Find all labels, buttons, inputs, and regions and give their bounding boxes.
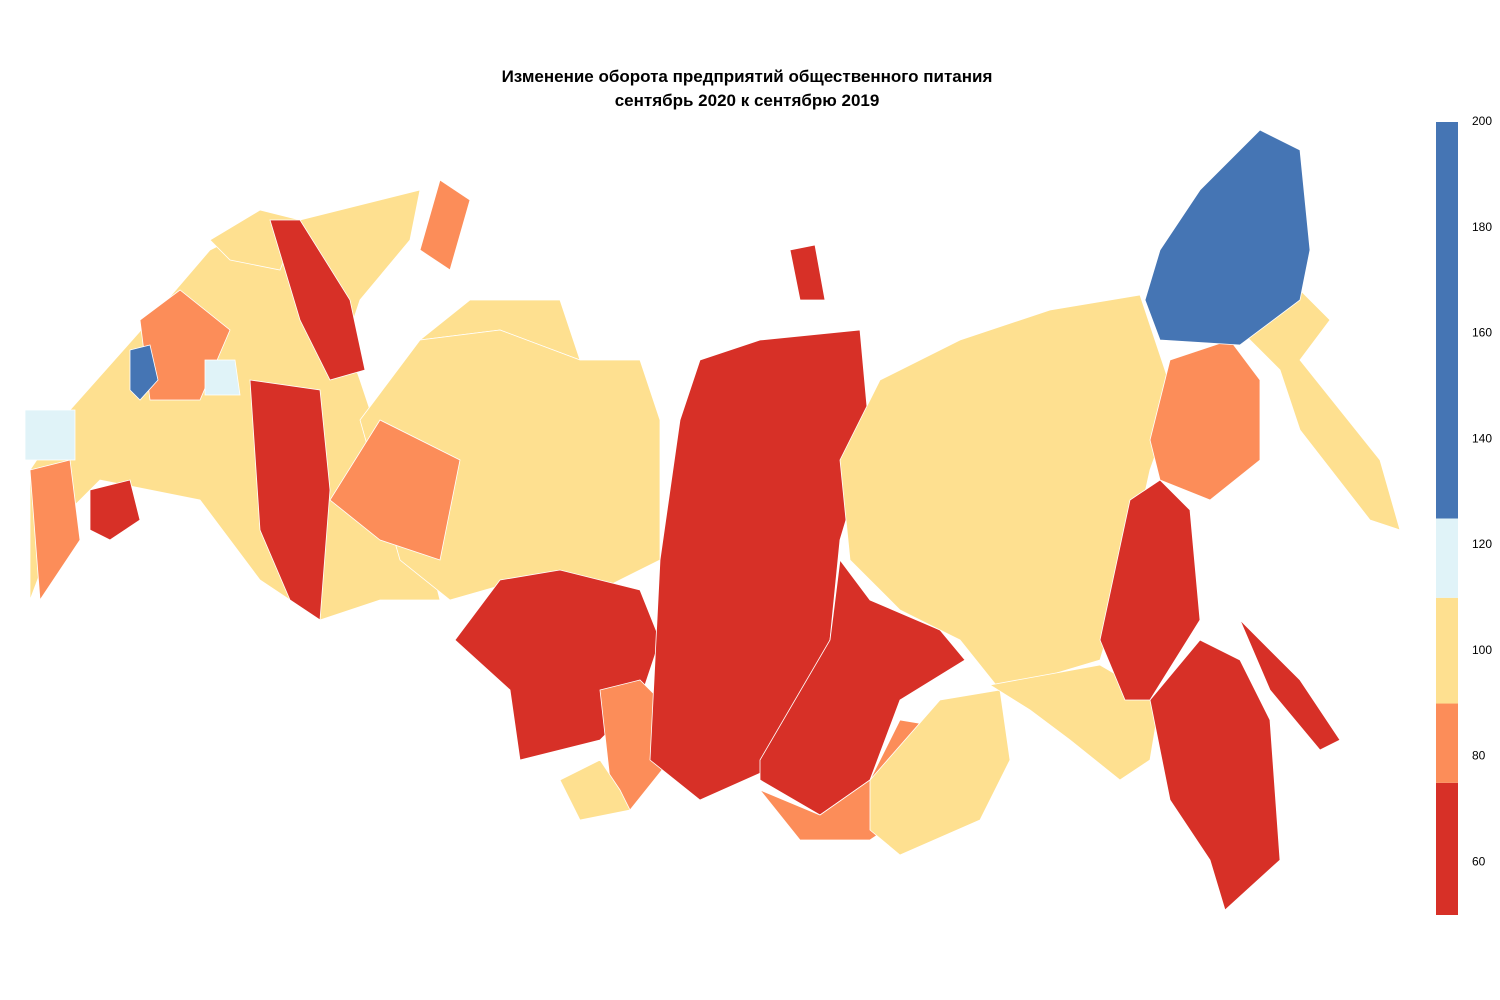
legend-band [1436, 782, 1458, 915]
region [29, 459, 81, 602]
region [419, 179, 471, 271]
region [759, 558, 966, 816]
region [89, 479, 141, 541]
legend-tick-label: 200 [1472, 114, 1492, 128]
legend-tick-label: 160 [1472, 326, 1492, 340]
region [1099, 479, 1201, 701]
title-line: Изменение оборота предприятий общественн… [502, 67, 993, 86]
title-line: сентябрь 2020 к сентябрю 2019 [615, 91, 880, 110]
region [1149, 639, 1281, 911]
legend-tick-label: 60 [1472, 854, 1486, 868]
region [559, 759, 631, 821]
region [129, 344, 159, 401]
region [1149, 339, 1261, 501]
region [24, 409, 76, 461]
legend: 60 80 100 120 140 160 180 200 [1436, 114, 1492, 915]
region [204, 359, 241, 396]
region [1144, 129, 1311, 346]
legend-band [1436, 122, 1458, 519]
region [329, 419, 461, 561]
legend-band [1436, 597, 1458, 704]
region [249, 379, 331, 621]
region [269, 219, 366, 381]
legend-tick-label: 180 [1472, 220, 1492, 234]
legend-tick-label: 120 [1472, 537, 1492, 551]
legend-tick-label: 100 [1472, 643, 1492, 657]
legend-tick-label: 140 [1472, 431, 1492, 445]
legend-tick-label: 80 [1472, 749, 1486, 763]
legend-band [1436, 703, 1458, 783]
legend-band [1436, 518, 1458, 598]
region [869, 689, 1011, 856]
map [24, 129, 1401, 911]
region [1239, 619, 1341, 751]
region [789, 244, 826, 301]
region [988, 664, 1161, 781]
region [1229, 289, 1401, 531]
